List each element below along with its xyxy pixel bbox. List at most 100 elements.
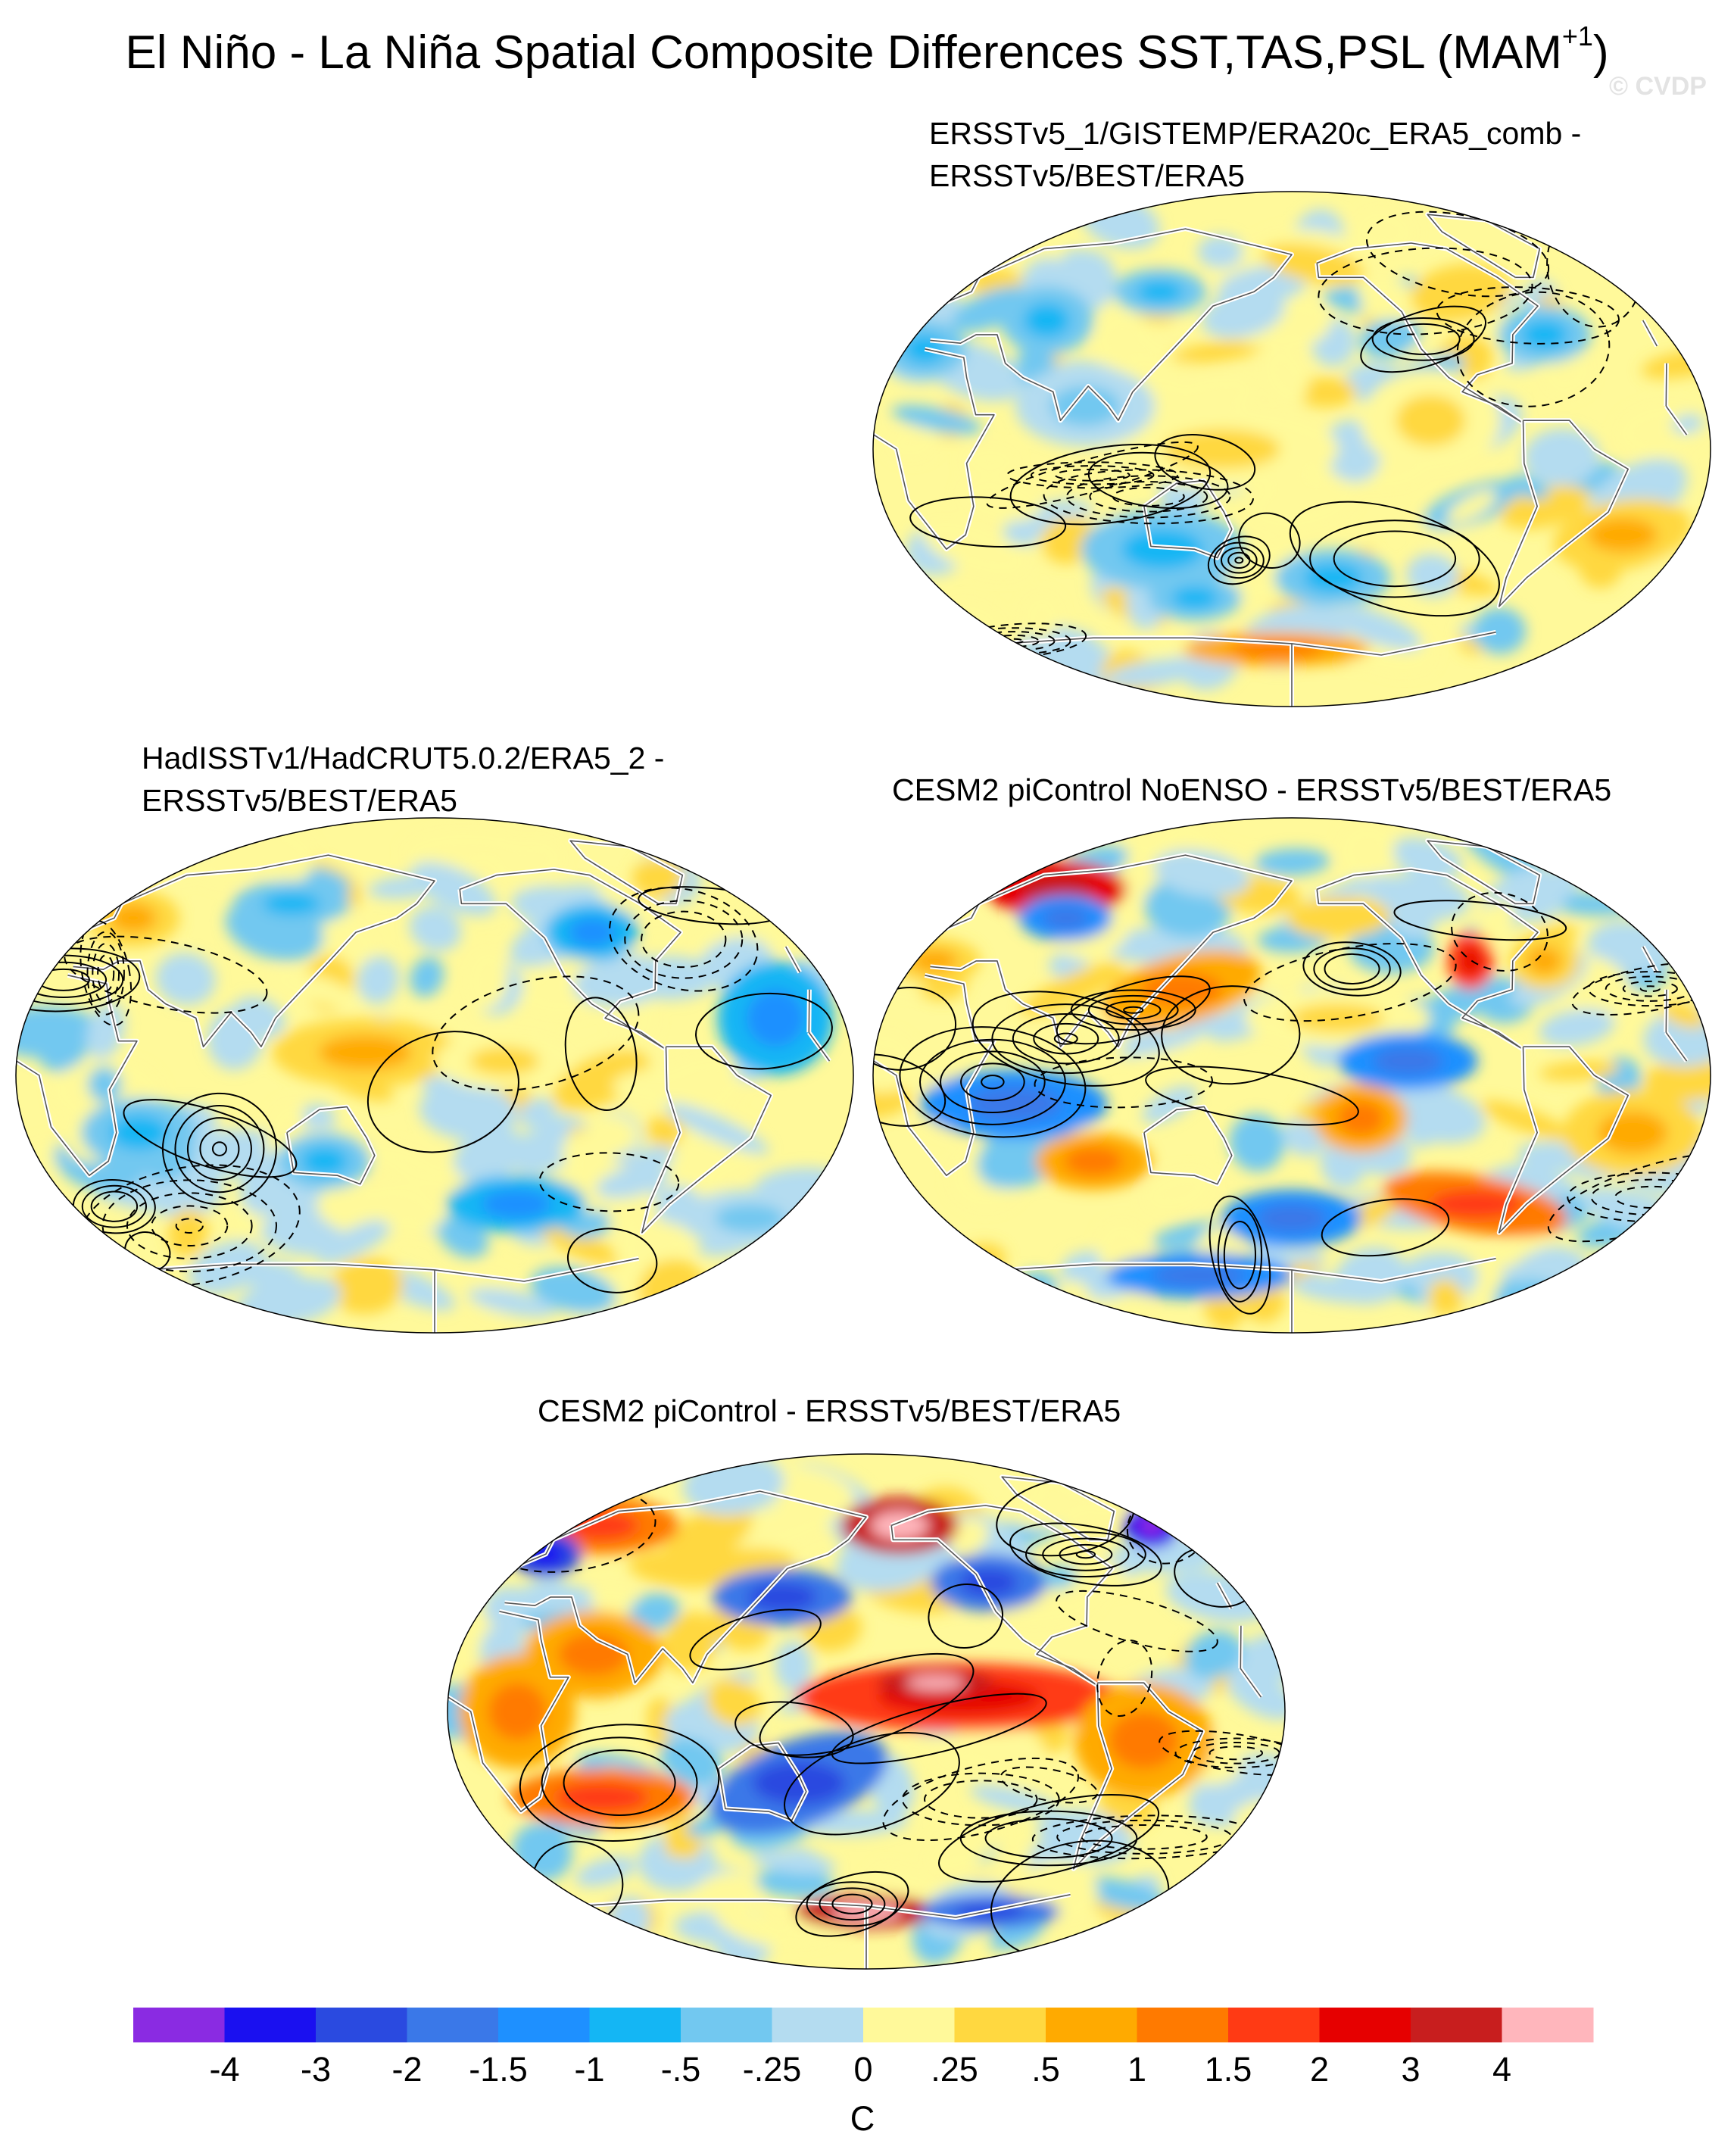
- psl-contour-positive: [563, 1749, 676, 1817]
- anomaly-patch: [1171, 340, 1263, 363]
- psl-contour-negative: [1318, 247, 1533, 335]
- anomaly-patch: [751, 1850, 837, 1874]
- psl-contour-negative: [1056, 1819, 1233, 1855]
- panel-title-ersst-gistemp: ERSSTv5_1/GISTEMP/ERA20c_ERA5_comb - ERS…: [929, 112, 1581, 197]
- coastlines: [873, 838, 1689, 1333]
- psl-contour-negative: [1174, 1737, 1285, 1769]
- anomaly-core: [1137, 280, 1184, 304]
- anomaly-patch: [925, 1820, 1001, 1872]
- psl-contour-negative: [1006, 461, 1179, 489]
- anomaly-core: [752, 1761, 846, 1805]
- psl-contour-positive: [1024, 1531, 1146, 1578]
- anomaly-core: [1587, 517, 1658, 552]
- psl-contour-negative: [1451, 891, 1548, 972]
- anomaly-core: [110, 1115, 169, 1150]
- anomaly-core: [1109, 1711, 1179, 1769]
- psl-contour-positive: [1324, 953, 1380, 984]
- psl-contour-negative: [1456, 291, 1611, 407]
- psl-contour-positive: [186, 1117, 252, 1181]
- anomaly-core: [1396, 395, 1466, 447]
- colorbar-tick-label: 1: [1127, 2050, 1147, 2089]
- psl-contour-positive: [564, 997, 638, 1111]
- colorbar-swatch: [772, 2008, 864, 2042]
- psl-contour-positive: [795, 1871, 909, 1937]
- anomaly-patch: [1296, 377, 1357, 408]
- psl-contour-negative: [1096, 1640, 1153, 1717]
- psl-contour-negative: [641, 910, 727, 969]
- colorbar: [133, 2008, 1594, 2042]
- anomaly-core: [967, 1087, 1061, 1122]
- colorbar-tick-label: -2: [391, 2050, 423, 2089]
- map-panel-hadisst: [15, 817, 854, 1334]
- psl-contour-positive: [519, 1724, 720, 1842]
- psl-contour-negative: [1081, 1824, 1208, 1850]
- anomaly-patch: [1098, 323, 1167, 368]
- psl-contour-positive: [1393, 900, 1567, 941]
- anomaly-patch: [1499, 485, 1591, 529]
- colorbar-swatch: [407, 2008, 499, 2042]
- anomaly-patch: [1476, 900, 1515, 950]
- psl-contour-positive: [784, 1732, 960, 1836]
- anomaly-patch: [612, 1069, 715, 1104]
- anomaly-patch: [1508, 475, 1549, 500]
- anomaly-core: [558, 1633, 628, 1676]
- psl-contour-positive: [819, 1887, 886, 1921]
- psl-contour-positive: [90, 1190, 139, 1222]
- coastline-africa: [16, 975, 831, 1176]
- map-panel-cesm2-noenso: [872, 817, 1711, 1334]
- psl-contour-positive: [366, 1031, 519, 1153]
- psl-contour-positive: [1207, 535, 1271, 585]
- colorbar-tick-label: -3: [300, 2050, 332, 2089]
- coastline-africa: [873, 975, 1688, 1176]
- psl-contour-positive: [1217, 1207, 1263, 1303]
- psl-contour-positive: [1238, 512, 1301, 569]
- psl-contour-positive: [981, 1075, 1005, 1090]
- psl-contour-negative: [86, 931, 125, 1016]
- psl-contour-positive: [1220, 547, 1258, 574]
- anomaly-patch: [466, 949, 509, 1009]
- anomaly-patch: [1406, 554, 1458, 598]
- anomaly-core: [1303, 563, 1362, 592]
- anomaly-patch: [1021, 962, 1126, 1016]
- coastline-australia: [718, 1742, 807, 1821]
- colorbar-swatch: [954, 2008, 1046, 2042]
- psl-contour-positive: [1075, 1550, 1096, 1559]
- psl-contour-positive: [1333, 530, 1457, 588]
- psl-contour-negative: [1030, 465, 1155, 485]
- anomaly-core: [318, 1035, 412, 1070]
- psl-contour-positive: [1234, 557, 1244, 564]
- panel-title-line1: CESM2 piControl - ERSSTv5/BEST/ERA5: [538, 1393, 1121, 1428]
- psl-contour-positive: [919, 1038, 1066, 1125]
- psl-contour-positive: [211, 1141, 227, 1156]
- coastline-australia: [286, 1106, 376, 1185]
- psl-contour-positive: [1313, 947, 1391, 991]
- anomaly-patch: [1446, 490, 1497, 524]
- anomaly-patch: [410, 956, 444, 997]
- psl-contour-positive: [959, 1810, 1138, 1867]
- anomaly-core: [301, 1147, 348, 1176]
- anomaly-patch: [959, 477, 1041, 522]
- psl-contour-positive: [831, 1893, 873, 1914]
- psl-contour-positive: [689, 1608, 822, 1671]
- psl-contour-negative: [1034, 1056, 1213, 1109]
- psl-contour-negative: [1112, 486, 1185, 507]
- psl-contour-positive: [1053, 1032, 1078, 1045]
- anomaly-patch: [1539, 1009, 1615, 1047]
- coastline-antarctica: [1003, 1258, 1496, 1333]
- colorbar-tick-label: -.5: [660, 2050, 701, 2089]
- anomaly-patch: [1543, 351, 1591, 396]
- psl-contour-negative: [1567, 1172, 1711, 1223]
- anomaly-patch: [1353, 208, 1414, 254]
- anomaly-core: [1049, 385, 1121, 426]
- anomaly-patch: [1153, 850, 1250, 897]
- colorbar-swatch: [498, 2008, 590, 2042]
- anomaly-core: [1171, 586, 1218, 610]
- anomaly-patch: [1229, 1113, 1285, 1172]
- psl-contour-positive: [123, 1099, 298, 1178]
- colorbar-swatch: [681, 2008, 772, 2042]
- psl-contour-positive: [1386, 323, 1461, 355]
- anomaly-patch: [1324, 603, 1422, 651]
- coastline-antarctica: [1003, 632, 1496, 707]
- psl-contour-positive: [81, 1184, 148, 1228]
- psl-contour-positive: [960, 1062, 1025, 1102]
